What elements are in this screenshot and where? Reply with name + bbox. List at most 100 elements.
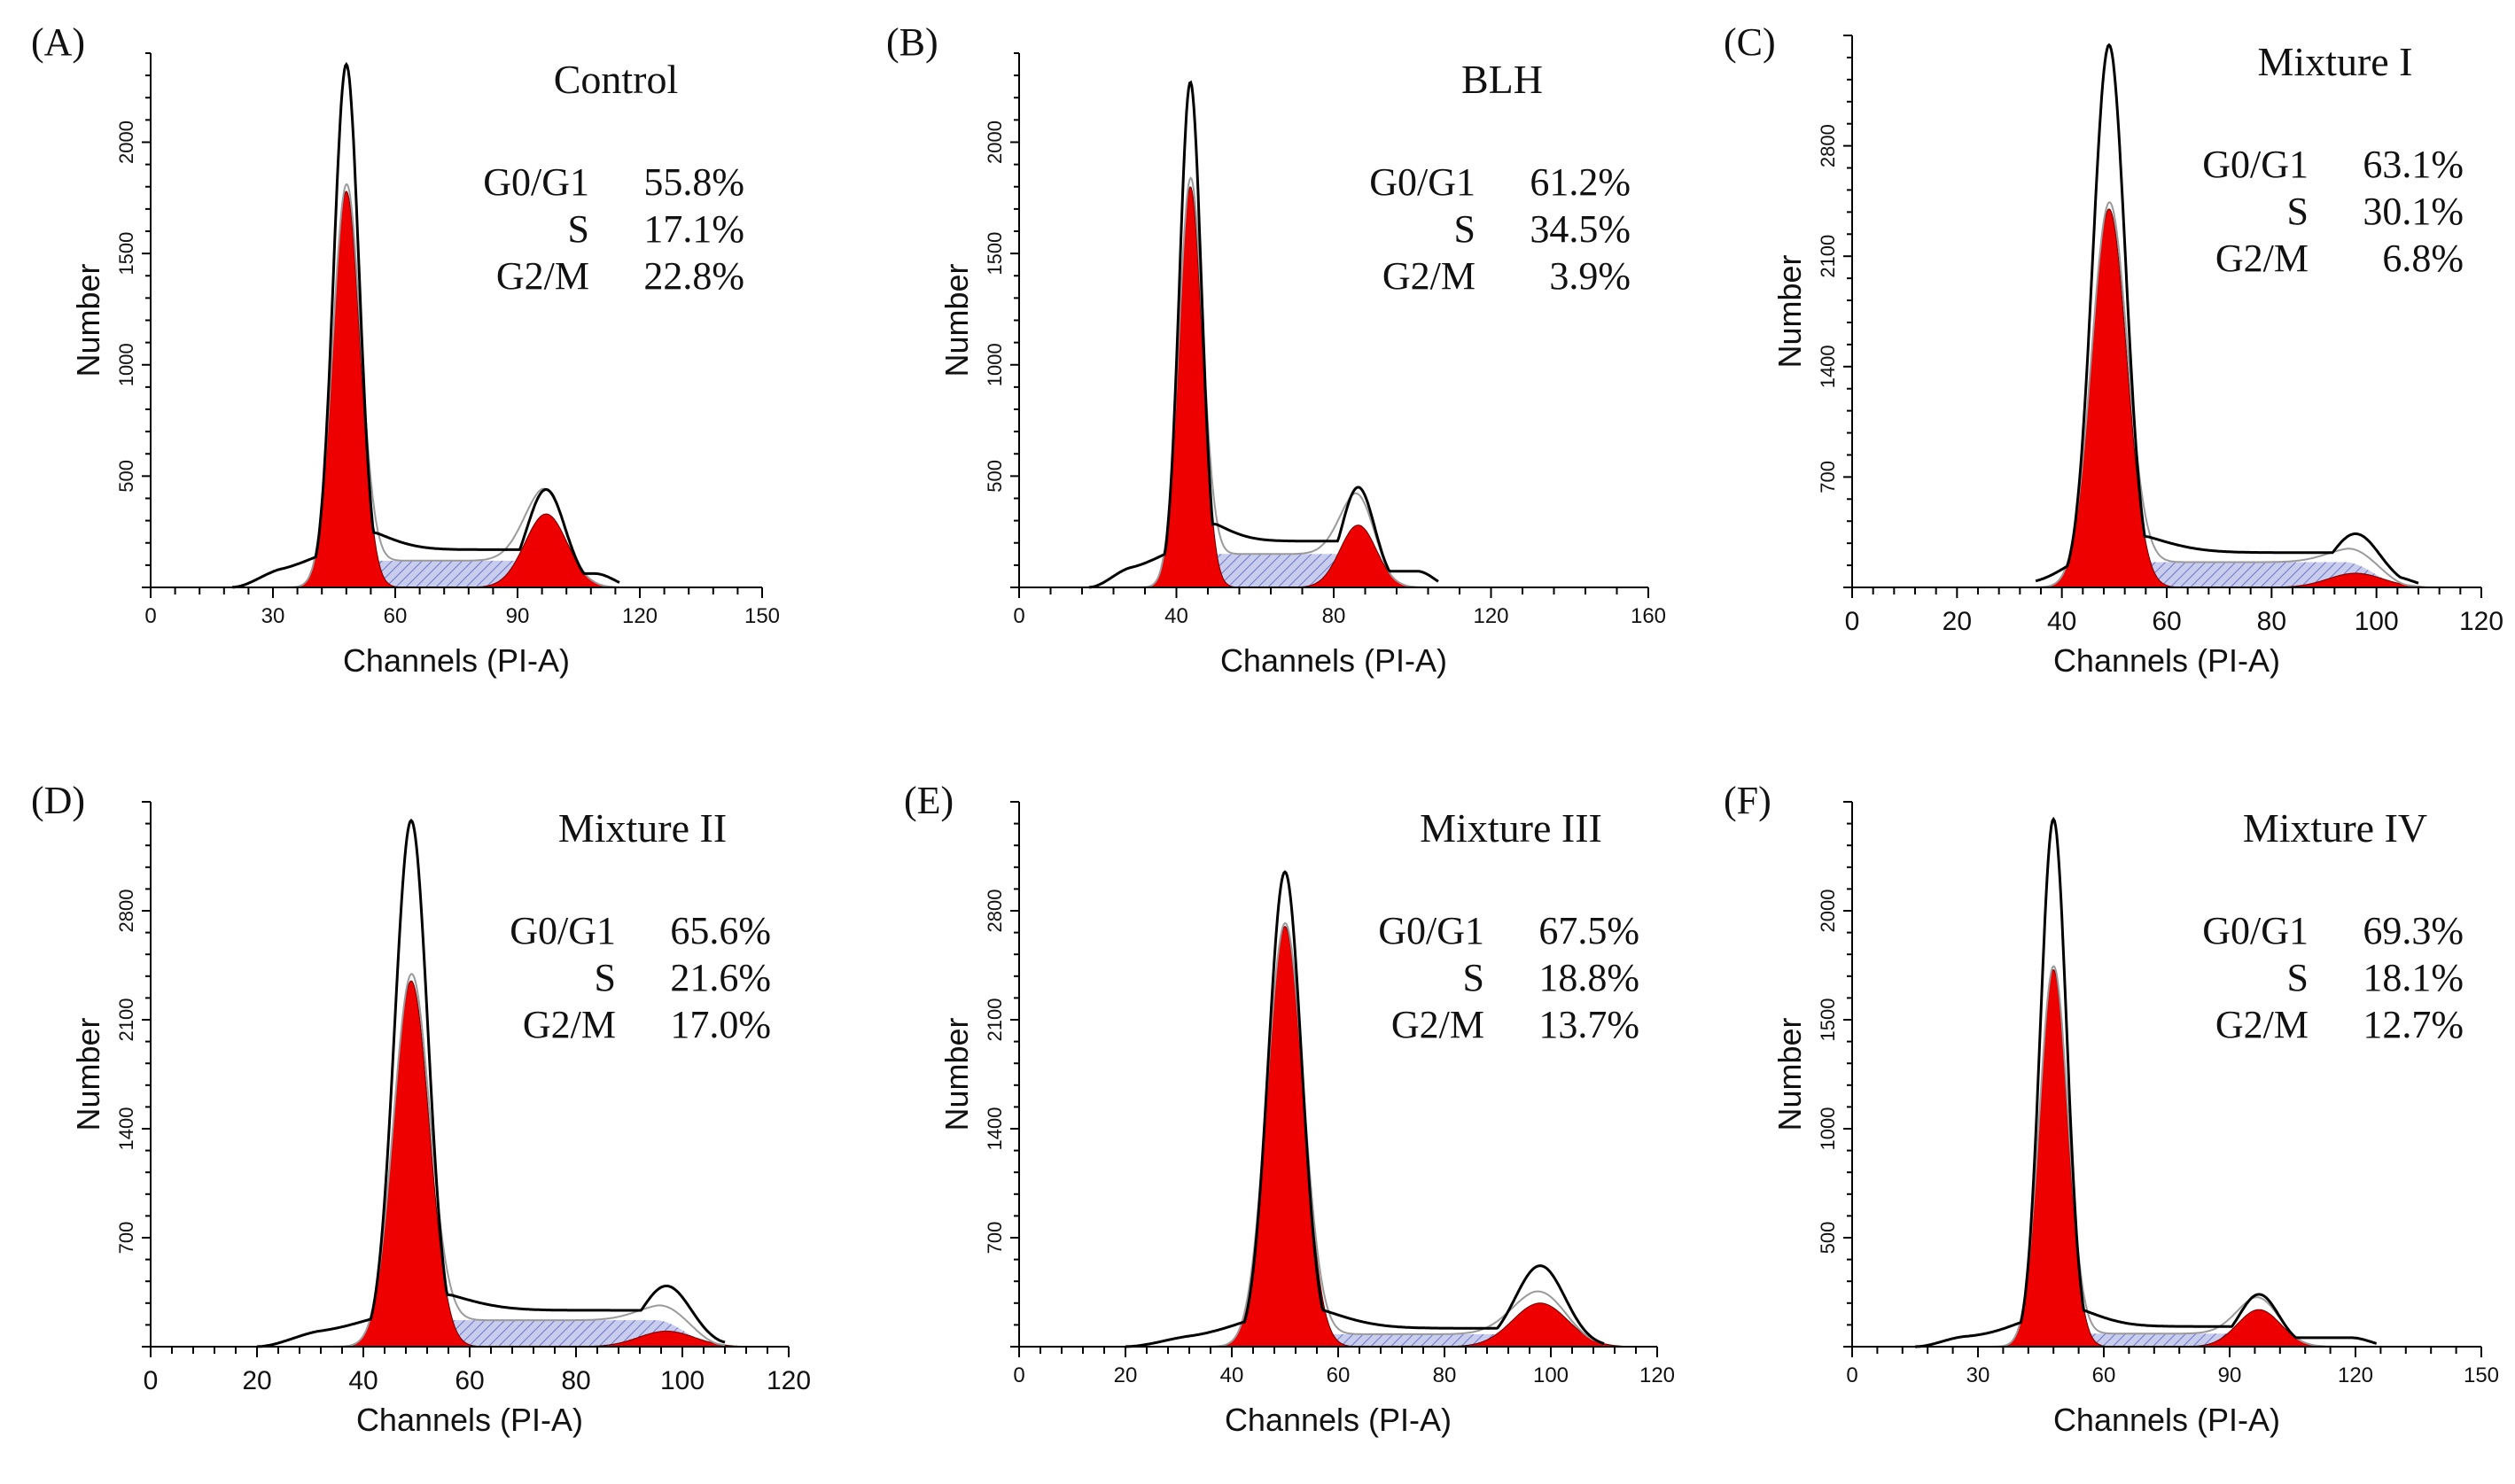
x-tick-label: 80 — [2257, 607, 2286, 636]
histogram-line — [232, 61, 620, 589]
phase-percentage: 34.5% — [1530, 207, 1631, 251]
phase-label: S — [2287, 190, 2309, 233]
phase-percentage: 30.1% — [2363, 190, 2464, 233]
x-tick-label: 40 — [2047, 607, 2076, 636]
x-tick-label: 60 — [384, 604, 408, 628]
phase-percentage: 69.3% — [2363, 909, 2464, 952]
y-tick-label: 1400 — [1817, 345, 1839, 388]
x-axis-label: Channels (PI-A) — [356, 1402, 583, 1438]
x-tick-label: 20 — [242, 1366, 271, 1395]
phase-percentage: 65.6% — [670, 909, 771, 952]
x-tick-label: 100 — [1533, 1364, 1569, 1387]
panel-c: 0 20 40 60 80 100 120 700 1400 2100 2800 Channels (… — [1724, 20, 2503, 679]
phase-label: S — [1463, 956, 1484, 999]
x-tick-label: 120 — [767, 1366, 811, 1395]
phase-percentage: 3.9% — [1549, 254, 1631, 298]
phase-label: G2/M — [523, 1003, 616, 1046]
y-axis-label: Number — [1771, 1017, 1808, 1130]
x-tick-label: 0 — [1013, 1364, 1024, 1387]
x-tick-label: 100 — [2355, 607, 2399, 636]
panel-label: (B) — [886, 20, 938, 64]
x-tick-label: 80 — [1322, 604, 1346, 628]
x-tick-label: 160 — [1631, 604, 1666, 628]
g0g1-peak-fill — [1211, 925, 1359, 1348]
phase-percentage: 17.0% — [670, 1003, 771, 1046]
x-tick-label: 120 — [1473, 604, 1508, 628]
y-tick-label: 700 — [1817, 461, 1839, 493]
y-tick-label: 1500 — [115, 232, 137, 276]
panel-label: (E) — [904, 779, 954, 822]
model-fit-line — [1125, 921, 1605, 1348]
phase-label: G0/G1 — [1369, 160, 1476, 204]
phase-percentage: 21.6% — [670, 956, 771, 999]
phase-label: S — [568, 207, 589, 251]
x-tick-label: 120 — [622, 604, 658, 628]
phase-label: G0/G1 — [2202, 909, 2309, 952]
phase-percentage: 22.8% — [643, 254, 744, 298]
y-tick-label: 2000 — [1817, 890, 1839, 933]
y-tick-label: 2100 — [115, 998, 137, 1042]
phase-label: G2/M — [1382, 254, 1476, 298]
y-tick-label: 500 — [115, 460, 137, 493]
x-tick-label: 120 — [2338, 1364, 2373, 1387]
x-tick-label: 100 — [660, 1366, 705, 1395]
panel-title: Mixture II — [558, 805, 727, 851]
panel-b: 0 40 80 120 160 500 1000 1500 2000 Channels (PI-A… — [886, 20, 1666, 679]
y-tick-label: 2100 — [984, 998, 1006, 1042]
y-tick-label: 1400 — [984, 1107, 1006, 1151]
y-tick-label: 1500 — [1817, 998, 1839, 1042]
g2m-peak-fill — [1429, 1302, 1651, 1348]
x-tick-label: 40 — [1164, 604, 1188, 628]
y-tick-label: 2100 — [1817, 235, 1839, 278]
x-axis-label: Channels (PI-A) — [1220, 642, 1447, 679]
g0g1-peak-fill — [338, 980, 485, 1348]
model-fit-line — [2036, 201, 2419, 588]
phase-percentage: 18.8% — [1538, 956, 1639, 999]
y-axis-label: Number — [938, 263, 975, 377]
panel-label: (F) — [1724, 779, 1771, 822]
y-tick-label: 1000 — [1817, 1107, 1839, 1151]
phase-label: S — [1454, 207, 1476, 251]
y-tick-label: 2800 — [115, 890, 137, 933]
phase-label: G0/G1 — [483, 160, 589, 204]
x-tick-label: 60 — [2092, 1364, 2116, 1387]
x-axis-label: Channels (PI-A) — [2053, 642, 2280, 679]
panel-label: (A) — [31, 20, 85, 64]
x-axis-label: Channels (PI-A) — [343, 642, 570, 679]
phase-label: G2/M — [496, 254, 589, 298]
phase-percentage: 17.1% — [643, 207, 744, 251]
g0g1-peak-fill — [2036, 208, 2181, 588]
panel-title: Mixture I — [2257, 39, 2412, 84]
y-tick-label: 2800 — [984, 890, 1006, 933]
phase-label: G0/G1 — [1378, 909, 1484, 952]
model-fit-line — [1088, 176, 1438, 588]
phase-percentage: 63.1% — [2363, 143, 2464, 186]
g0g1-peak-fill — [1996, 969, 2111, 1348]
panel-title: Control — [554, 57, 679, 102]
x-tick-label: 120 — [1639, 1364, 1675, 1387]
phase-label: G0/G1 — [510, 909, 616, 952]
x-tick-label: 60 — [1327, 1364, 1351, 1387]
panel-label: (D) — [31, 779, 85, 822]
phase-percentage: 6.8% — [2382, 237, 2464, 280]
y-tick-label: 1400 — [115, 1107, 137, 1151]
y-axis-label: Number — [70, 263, 106, 377]
x-axis-label: Channels (PI-A) — [2053, 1402, 2280, 1438]
x-tick-label: 0 — [1013, 604, 1024, 628]
panel-d: 0 20 40 60 80 100 120 700 1400 2100 2800 Channels (… — [31, 779, 811, 1438]
x-tick-label: 80 — [1433, 1364, 1457, 1387]
x-tick-label: 120 — [2459, 607, 2503, 636]
x-tick-label: 90 — [506, 604, 530, 628]
histogram-line — [1088, 80, 1439, 589]
histogram-line — [257, 818, 726, 1348]
x-tick-label: 90 — [2218, 1364, 2242, 1387]
panel-title: Mixture III — [1420, 805, 1602, 851]
x-tick-label: 150 — [2464, 1364, 2499, 1387]
x-tick-label: 150 — [744, 604, 780, 628]
phase-percentage: 12.7% — [2363, 1003, 2464, 1046]
y-tick-label: 700 — [984, 1222, 1006, 1255]
x-tick-label: 0 — [144, 604, 156, 628]
x-tick-label: 0 — [1846, 1364, 1857, 1387]
y-tick-label: 1500 — [984, 232, 1006, 276]
x-tick-label: 40 — [1220, 1364, 1244, 1387]
